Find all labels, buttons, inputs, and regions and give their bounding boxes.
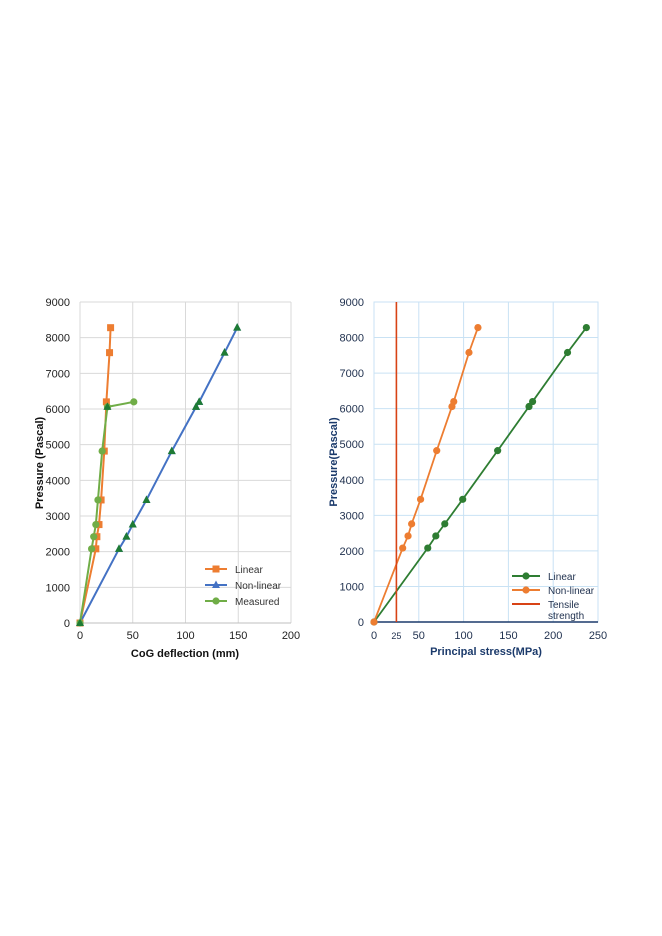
chart1-y-tick-label: 9000 <box>46 297 70 309</box>
chart1-point-triangle <box>233 323 242 331</box>
chart1-point-triangle <box>195 397 204 405</box>
chart1-y-tick-label: 0 <box>64 618 70 630</box>
chart1-y-tick-label: 3000 <box>46 511 70 523</box>
chart1-point-triangle <box>192 402 201 410</box>
chart1-grid <box>79 301 292 624</box>
chart1-point-triangle <box>76 618 84 626</box>
chart2-y-tick-label: 5000 <box>340 439 364 451</box>
chart2-legend-marker <box>522 586 530 594</box>
chart2-point-linear <box>424 544 432 552</box>
chart2-x-tick-label: 100 <box>454 630 472 642</box>
chart1-point-linear <box>106 349 114 357</box>
chart2-point-linear <box>494 447 502 455</box>
chart1-y-tick-label: 2000 <box>46 547 70 559</box>
chart1-x-tick-label: 200 <box>282 630 300 642</box>
chart1-x-tick-label: 150 <box>229 630 247 642</box>
chart1-y-tick-label: 7000 <box>46 368 70 380</box>
chart1-point-triangle <box>142 495 151 503</box>
chart1-legend-label: Non-linear <box>235 581 282 592</box>
chart2-point-linear <box>582 324 590 332</box>
chart2-series <box>370 302 590 626</box>
chart1-point-measured <box>88 545 96 553</box>
chart1-y-axis-title: Pressure (Pascal) <box>34 417 46 510</box>
chart2-point-non-linear <box>433 447 441 455</box>
chart1-legend-marker <box>212 580 220 588</box>
chart2-legend-label: Tensile <box>548 600 580 611</box>
chart1-point-linear <box>107 324 115 332</box>
chart2-point-non-linear <box>370 618 378 626</box>
chart2-point-non-linear <box>465 348 473 357</box>
chart1-point-triangle <box>115 544 124 552</box>
chart2-point-linear <box>563 348 572 357</box>
chart2-y-tick-label: 4000 <box>340 475 364 487</box>
chart2-x-tick-label: 150 <box>499 630 517 642</box>
chart2-legend-label: Linear <box>548 572 576 583</box>
chart2-point-linear <box>525 402 533 411</box>
chart1-y-tick-label: 5000 <box>46 440 70 452</box>
chart2-point-non-linear <box>399 544 407 552</box>
chart1-point-triangle <box>167 446 176 455</box>
chart1-y-tick-label: 6000 <box>46 404 70 416</box>
chart1-series-line-non-linear <box>79 327 239 624</box>
chart2-y-tick-label: 6000 <box>340 404 364 416</box>
chart2-x-tick-label: 50 <box>413 630 425 642</box>
chart2-series-line-linear <box>373 327 588 623</box>
chart1-legend-label: Measured <box>235 597 279 608</box>
chart2-y-tick-label: 7000 <box>340 368 364 380</box>
chart2-point-linear <box>441 520 449 528</box>
chart2-point-linear <box>528 397 537 406</box>
chart1-x-tick-label: 100 <box>176 630 194 642</box>
chart1-x-axis-title: CoG deflection (mm) <box>131 648 240 660</box>
chart1-point-measured <box>94 496 102 504</box>
chart2-y-tick-label: 3000 <box>340 510 364 522</box>
chart2-y-axis-title: Pressure(Pascal) <box>328 417 340 507</box>
chart1-point-measured <box>92 520 100 529</box>
chart1-point-triangle <box>122 532 131 540</box>
chart2-y-tick-label: 1000 <box>340 581 364 593</box>
chart1-point-measured <box>98 447 106 455</box>
chart2-tick-labels: 0 1000 2000 3000 4000 5000 6000 7000 8000 9000 0 25… <box>340 297 608 642</box>
chart1-y-tick-label: 8000 <box>46 333 70 345</box>
chart2-point-non-linear <box>408 520 416 528</box>
chart1-point-triangle <box>128 520 137 528</box>
chart2-y-tick-label: 8000 <box>340 333 364 345</box>
chart2-point-non-linear <box>404 532 412 540</box>
chart1-point-triangle <box>220 348 229 356</box>
chart2-point-linear <box>432 532 440 540</box>
chart2-y-tick-label: 0 <box>358 617 364 629</box>
chart1-x-tick-label: 50 <box>127 630 139 642</box>
chart2-point-linear <box>459 495 467 503</box>
chart2-x-tick-label: 200 <box>544 630 562 642</box>
chart1-series <box>76 323 242 627</box>
chart2-x-tick-label: 250 <box>589 630 607 642</box>
chart1-legend-marker <box>212 597 220 605</box>
chart2-y-tick-label: 2000 <box>340 546 364 558</box>
chart2-legend-label: Non-linear <box>548 586 595 597</box>
chart1-legend: Linear Non-linear Measured <box>205 565 282 608</box>
chart2-y-tick-label: 9000 <box>340 297 364 309</box>
chart1-tick-labels: 0 1000 2000 3000 4000 5000 6000 7000 8000 9000 0 50… <box>46 297 301 642</box>
chart1-point-triangle <box>103 402 112 410</box>
chart1-x-tick-label: 0 <box>77 630 83 642</box>
chart1-series-line-linear <box>79 327 112 624</box>
chart1-point-measured <box>90 533 98 541</box>
chart2-x-axis-title: Principal stress(MPa) <box>430 646 542 658</box>
chart1-point-linear <box>92 545 100 553</box>
chart2-point-non-linear <box>474 324 482 332</box>
chart1-y-tick-label: 4000 <box>46 475 70 487</box>
chart1-point-measured <box>130 398 138 406</box>
chart1-point-linear <box>102 398 110 406</box>
chart1-legend-label: Linear <box>235 565 263 576</box>
chart2-series-line-non-linear <box>373 327 479 623</box>
chart2-x-tick-label: 0 <box>371 630 377 642</box>
chart2-x-tick-label: 25 <box>391 631 401 641</box>
chart2-point-non-linear <box>450 397 458 406</box>
chart1-legend-marker <box>212 565 220 573</box>
chart2-point-non-linear <box>416 495 425 503</box>
chart2-legend-label: strength <box>548 611 584 622</box>
chart1-y-tick-label: 1000 <box>46 582 70 594</box>
chart2-legend-marker <box>522 572 530 580</box>
